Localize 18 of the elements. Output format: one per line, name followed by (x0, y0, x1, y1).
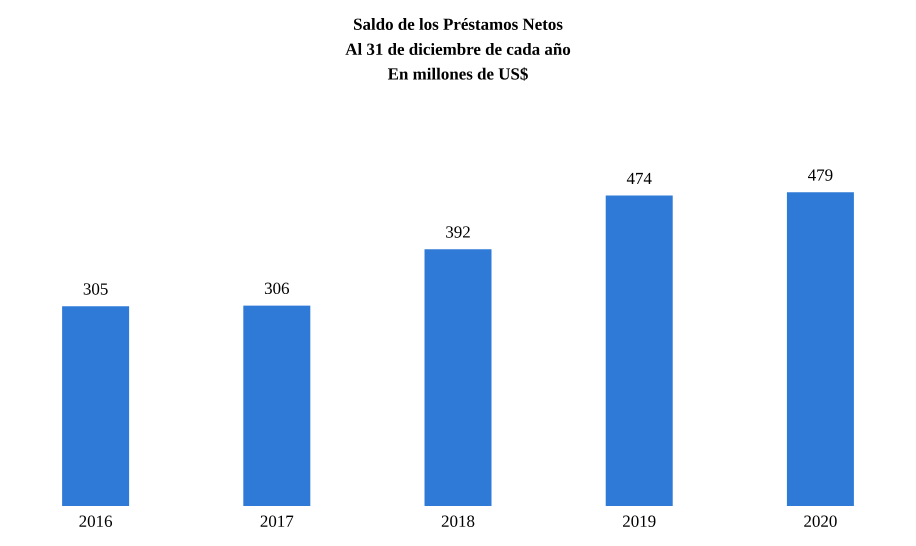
chart-subtitle: Al 31 de diciembre de cada año (345, 43, 570, 55)
x-tick-label: 2020 (804, 516, 837, 527)
data-label: 306 (264, 282, 290, 294)
bar (786, 192, 854, 506)
bar (424, 249, 492, 506)
text: En millones de US$ (388, 67, 528, 81)
bar (606, 196, 673, 506)
bar (62, 306, 130, 506)
data-label: 305 (84, 283, 108, 295)
data-label: 474 (626, 172, 652, 184)
bar (243, 306, 310, 506)
data-label: 479 (808, 169, 832, 181)
x-tick-label: 2016 (79, 516, 112, 527)
chart-title: Saldo de los Préstamos Netos (354, 18, 562, 30)
x-tick-label: 2018 (442, 516, 474, 527)
data-label: 392 (446, 226, 470, 238)
x-tick-label: 2017 (260, 516, 294, 527)
x-tick-label: 2019 (623, 516, 656, 527)
